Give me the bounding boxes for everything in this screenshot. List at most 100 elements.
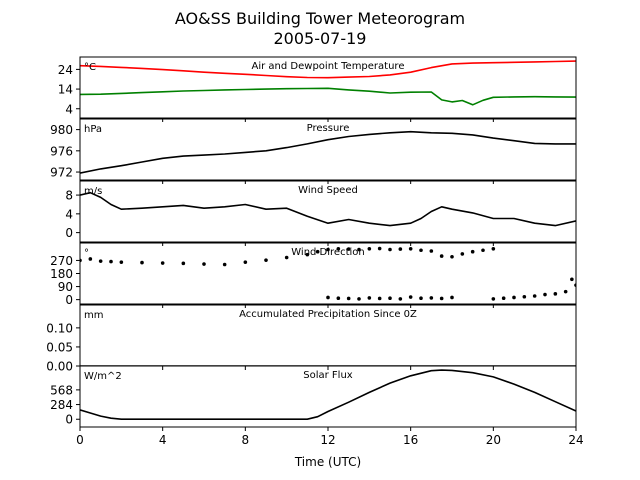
data-point — [388, 296, 392, 300]
x-tick-label: 8 — [242, 433, 250, 447]
data-point — [336, 247, 341, 251]
data-point — [367, 296, 372, 300]
panel-1: 4 14 24 °C Air and Dewpoint Temperature — [58, 56, 577, 122]
data-point — [243, 260, 248, 264]
data-point — [264, 258, 268, 262]
series-1-line — [80, 369, 576, 421]
data-point — [181, 261, 186, 266]
data-point — [119, 260, 124, 264]
y-tick-label: 0.10 — [46, 321, 73, 335]
data-point — [460, 252, 465, 256]
y-tick-label: 4 — [65, 102, 73, 116]
y-tick-label: 0 — [65, 413, 73, 427]
y-tick-label: 284 — [50, 398, 73, 412]
panel-unit-label: mm — [84, 310, 103, 321]
panel-unit-label: hPa — [84, 124, 102, 135]
series-2 — [326, 277, 576, 301]
y-tick-label: 270 — [50, 254, 73, 268]
data-point — [408, 247, 413, 251]
x-axis: 0 4 8 12 16 20 24 — [76, 433, 583, 447]
data-point — [398, 247, 403, 251]
data-point — [222, 262, 227, 267]
y-tick-label: 4 — [65, 207, 73, 221]
data-point — [357, 247, 361, 252]
plot-area — [80, 130, 576, 174]
data-point — [357, 297, 361, 301]
data-point — [512, 295, 516, 300]
data-point — [419, 296, 423, 300]
data-point — [160, 261, 165, 265]
y-tick-label: 568 — [50, 383, 73, 397]
y-tick-label: 972 — [50, 166, 73, 180]
data-point — [553, 292, 558, 296]
y-tick-label: 976 — [50, 144, 73, 158]
data-point — [532, 294, 537, 298]
data-point — [98, 259, 103, 263]
data-point — [284, 255, 289, 260]
plot-area — [80, 60, 576, 106]
panel-unit-label: °C — [84, 62, 96, 73]
data-point — [388, 247, 392, 252]
data-point — [429, 296, 434, 300]
panel-title: Air and Dewpoint Temperature — [252, 61, 405, 72]
data-point — [543, 292, 547, 297]
series-2-line — [80, 87, 576, 106]
figure-title: AO&SS Building Tower Meteorogram — [175, 9, 465, 28]
panel-title: Accumulated Precipitation Since 0Z — [239, 309, 417, 320]
data-point — [140, 260, 144, 265]
panel-5: 0.00 0.05 0.10 mm Accumulated Precipitation … — [46, 304, 577, 374]
panel-title: Pressure — [307, 123, 350, 134]
panel-unit-label: m/s — [84, 186, 102, 197]
series-1 — [80, 246, 496, 267]
data-point — [377, 246, 382, 251]
y-tick-label: 8 — [65, 189, 73, 203]
figure-subtitle: 2005-07-19 — [274, 29, 367, 48]
y-tick-label: 0.00 — [46, 360, 73, 374]
y-tick-label: 90 — [58, 280, 73, 294]
data-point — [326, 247, 330, 252]
data-point — [305, 252, 310, 257]
plot-area — [80, 369, 576, 421]
x-tick-label: 12 — [320, 433, 335, 447]
data-point — [481, 248, 485, 253]
y-tick-label: 24 — [58, 63, 73, 77]
y-tick-label: 14 — [58, 83, 73, 97]
panel-2: 972 976 980 hPa Pressure — [50, 118, 577, 184]
y-tick-label: 180 — [50, 267, 73, 281]
data-point — [450, 254, 454, 259]
data-point — [408, 295, 413, 299]
data-point — [315, 249, 320, 254]
data-point — [491, 247, 496, 251]
data-point — [501, 296, 506, 300]
y-tick-label: 0.05 — [46, 340, 73, 354]
data-point — [398, 297, 403, 301]
data-point — [326, 295, 330, 300]
y-tick-label: 980 — [50, 123, 73, 137]
plot-area — [80, 191, 576, 227]
panel-title: Wind Direction — [291, 247, 365, 258]
data-point — [470, 249, 475, 254]
panel-3: 0 4 8 m/s Wind Speed — [65, 180, 577, 246]
x-tick-label: 20 — [486, 433, 501, 447]
y-tick-label: 0 — [65, 226, 73, 240]
data-point — [377, 296, 382, 301]
series-1-line — [80, 60, 576, 79]
data-point — [429, 249, 434, 253]
data-point — [491, 297, 496, 301]
data-point — [346, 247, 351, 251]
data-point — [570, 277, 574, 282]
plot-area — [80, 246, 576, 301]
data-point — [563, 289, 568, 294]
data-point — [419, 248, 423, 253]
data-point — [88, 257, 93, 261]
y-tick-label: 0 — [65, 293, 73, 307]
data-point — [202, 262, 206, 266]
data-point — [522, 294, 527, 299]
x-tick-label: 16 — [403, 433, 418, 447]
series-1-line — [80, 130, 576, 174]
panel-title: Wind Speed — [298, 185, 358, 196]
panel-title: Solar Flux — [303, 370, 353, 381]
